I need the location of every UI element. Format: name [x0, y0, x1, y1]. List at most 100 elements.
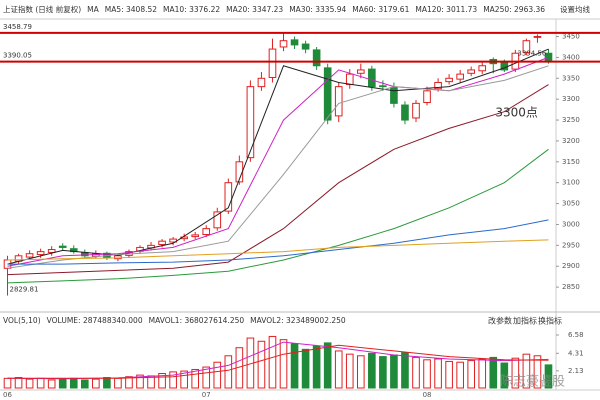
annotation: 3394.56 — [517, 50, 546, 58]
ma-line — [7, 148, 549, 284]
candle-body — [401, 104, 409, 121]
volume-bar — [202, 366, 211, 389]
volume-bar — [467, 360, 476, 389]
candle-body — [533, 36, 542, 38]
candle-body — [334, 86, 343, 117]
candle-body — [467, 69, 476, 74]
x-tick-label: 06 — [3, 391, 12, 399]
annotation: 2829.81 — [10, 286, 39, 294]
volume-bar — [103, 377, 111, 389]
volume-bar — [412, 356, 420, 389]
candle-body — [47, 249, 56, 253]
legend-entry: MA250: 2963.36 — [483, 5, 545, 14]
volume-bar — [478, 358, 487, 389]
y-tick-label: 3050 — [562, 200, 580, 208]
y-tick-label: 3200 — [562, 137, 580, 145]
candle-body — [345, 73, 354, 86]
candle-body — [445, 77, 453, 83]
legend-entry: MA5: 3408.52 — [105, 5, 158, 14]
ma-line — [7, 219, 549, 265]
ma-line — [7, 239, 549, 261]
candle-body — [390, 86, 398, 104]
ma-line — [7, 344, 549, 379]
tool-button[interactable]: 改参数 — [488, 316, 512, 326]
volume-bar — [356, 355, 365, 389]
volume-bar — [290, 343, 299, 389]
tool-button[interactable]: 加指标 — [513, 316, 537, 326]
legend-entry: VOL(5,10) — [3, 316, 41, 325]
volume-bar — [36, 377, 45, 389]
watermark: 陈志豪鉴股 — [500, 374, 565, 390]
y-tick-label: 3300 — [562, 95, 580, 103]
volume-bar — [423, 359, 431, 389]
volume-bar — [500, 362, 509, 389]
volume-bar — [312, 345, 321, 389]
level-label: 3458.79 — [3, 23, 32, 31]
volume-bar — [213, 361, 222, 389]
volume-bar — [114, 377, 122, 389]
legend-entry: MAVOL1: 368027614.250 — [149, 316, 245, 325]
candle-body — [290, 39, 299, 46]
legend-entry: MAVOL2: 323489002.250 — [250, 316, 346, 325]
y-tick-label: 2900 — [562, 262, 580, 270]
candle-body — [246, 86, 255, 159]
candle-body — [213, 211, 222, 229]
volume-bar — [301, 348, 310, 389]
candle-body — [279, 40, 288, 48]
candle-body — [456, 73, 464, 80]
volume-bar — [368, 352, 376, 389]
legend-entry: MA120: 3011.73 — [415, 5, 477, 14]
volume-bar — [279, 339, 288, 389]
legend-entry: MA10: 3376.22 — [163, 5, 220, 14]
candle-body — [522, 40, 531, 53]
candle-body — [356, 69, 365, 74]
settings-button[interactable]: 设置均线 — [560, 4, 590, 14]
tool-button[interactable]: 换指标 — [538, 316, 562, 326]
volume-bar — [58, 378, 67, 389]
y-tick-label: 2950 — [562, 241, 580, 249]
legend-entry: VOLUME: 287488340.000 — [47, 316, 143, 325]
y-tick-label: 3400 — [562, 53, 580, 61]
y-tick-label: 3100 — [562, 179, 580, 187]
candle-body — [191, 234, 200, 238]
candle-body — [36, 251, 45, 256]
ma-line — [7, 65, 549, 269]
level-label: 3390.05 — [3, 52, 32, 60]
x-tick-label: 07 — [202, 391, 211, 399]
volume-bar — [169, 371, 177, 389]
candle-body — [434, 81, 442, 90]
ma-line — [7, 84, 549, 276]
volume-bar — [268, 335, 277, 389]
y-tick-label: 2.13 — [568, 367, 584, 375]
y-tick-label: 6.58 — [568, 331, 584, 339]
volume-bar — [456, 361, 464, 389]
volume-bar — [489, 356, 498, 389]
y-tick-label: 3250 — [562, 116, 580, 124]
candle-body — [169, 238, 177, 243]
legend-entry: MA20: 3347.23 — [226, 5, 283, 14]
y-tick-label: 4.31 — [568, 349, 584, 357]
y-tick-label: 3000 — [562, 220, 580, 228]
volume-bar — [25, 378, 34, 389]
y-tick-label: 3350 — [562, 74, 580, 82]
candle-body — [323, 67, 332, 121]
volume-bar — [125, 376, 133, 389]
volume-bar — [80, 379, 89, 389]
candle-body — [58, 245, 67, 248]
candle-body — [202, 228, 211, 235]
legend-entry: 上证指数 (日线 前复权) — [3, 4, 81, 14]
volume-bar — [434, 358, 442, 389]
volume-bar — [390, 354, 398, 389]
volume-bar — [334, 350, 343, 389]
volume-bar — [323, 342, 332, 389]
volume-bar — [136, 374, 144, 389]
candle-body — [412, 102, 420, 119]
volume-bar — [191, 368, 200, 389]
y-tick-label: 2850 — [562, 283, 580, 291]
volume-bar — [69, 377, 78, 389]
candle-body — [368, 68, 376, 88]
candle-body — [379, 85, 387, 88]
